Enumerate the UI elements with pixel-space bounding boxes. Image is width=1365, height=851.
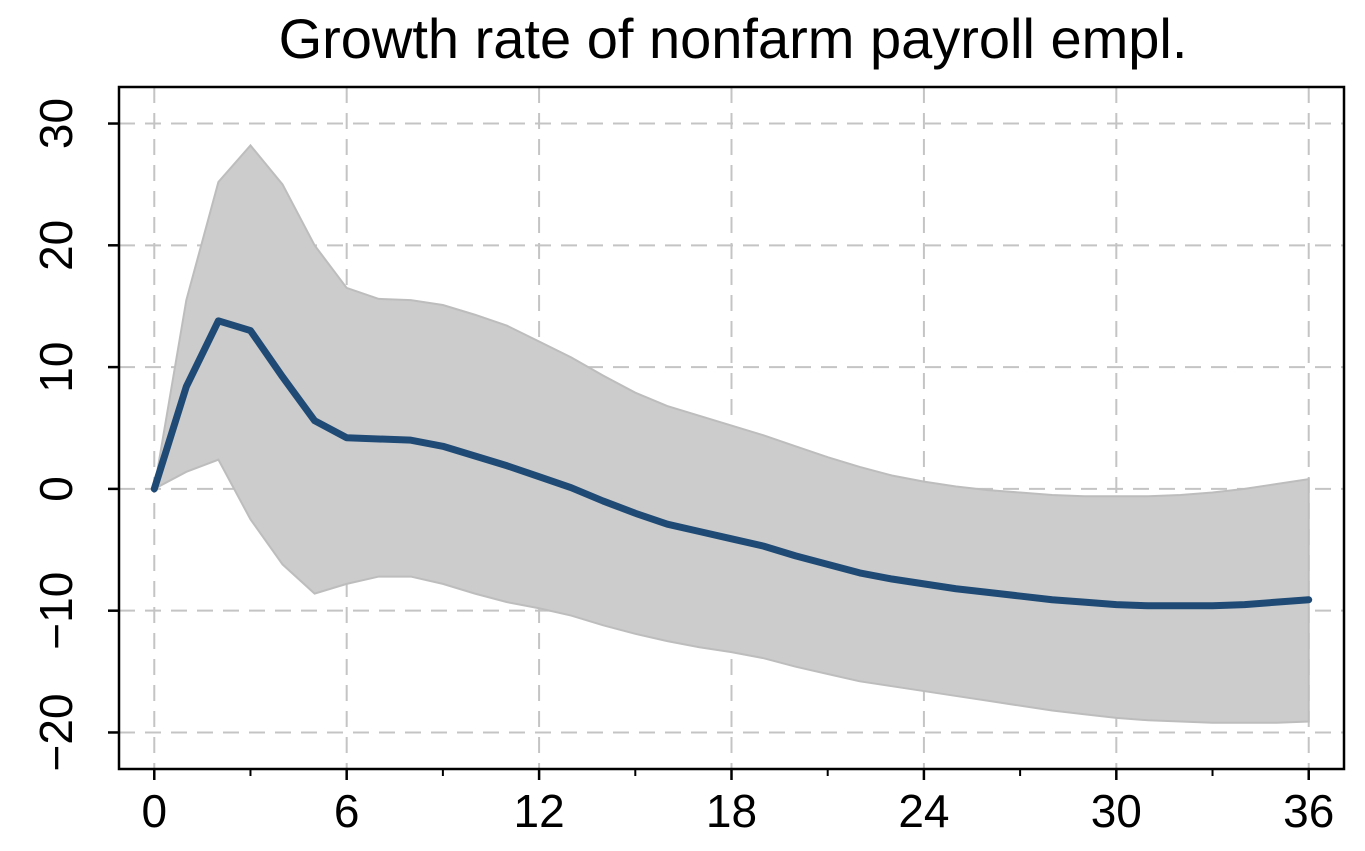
x-tick-label: 36 <box>1283 785 1334 837</box>
x-tick-label: 24 <box>898 785 949 837</box>
y-tick-label: 20 <box>30 220 82 271</box>
x-tick-label: 6 <box>334 785 360 837</box>
x-tick-label: 0 <box>141 785 167 837</box>
x-axis: 0 6 12 18 24 30 36 <box>141 769 1334 837</box>
x-tick-label: 12 <box>514 785 565 837</box>
estimate-line <box>150 317 1313 610</box>
x-tick-label: 18 <box>706 785 757 837</box>
y-tick-label: 0 <box>30 476 82 502</box>
x-tick-label: 30 <box>1091 785 1142 837</box>
y-tick-label: −10 <box>30 572 82 650</box>
y-tick-label: −20 <box>30 693 82 771</box>
y-tick-label: 10 <box>30 342 82 393</box>
chart-title: Growth rate of nonfarm payroll empl. <box>279 7 1188 70</box>
y-tick-label: 30 <box>30 98 82 149</box>
y-axis: −20 −10 0 10 20 30 <box>30 98 119 771</box>
